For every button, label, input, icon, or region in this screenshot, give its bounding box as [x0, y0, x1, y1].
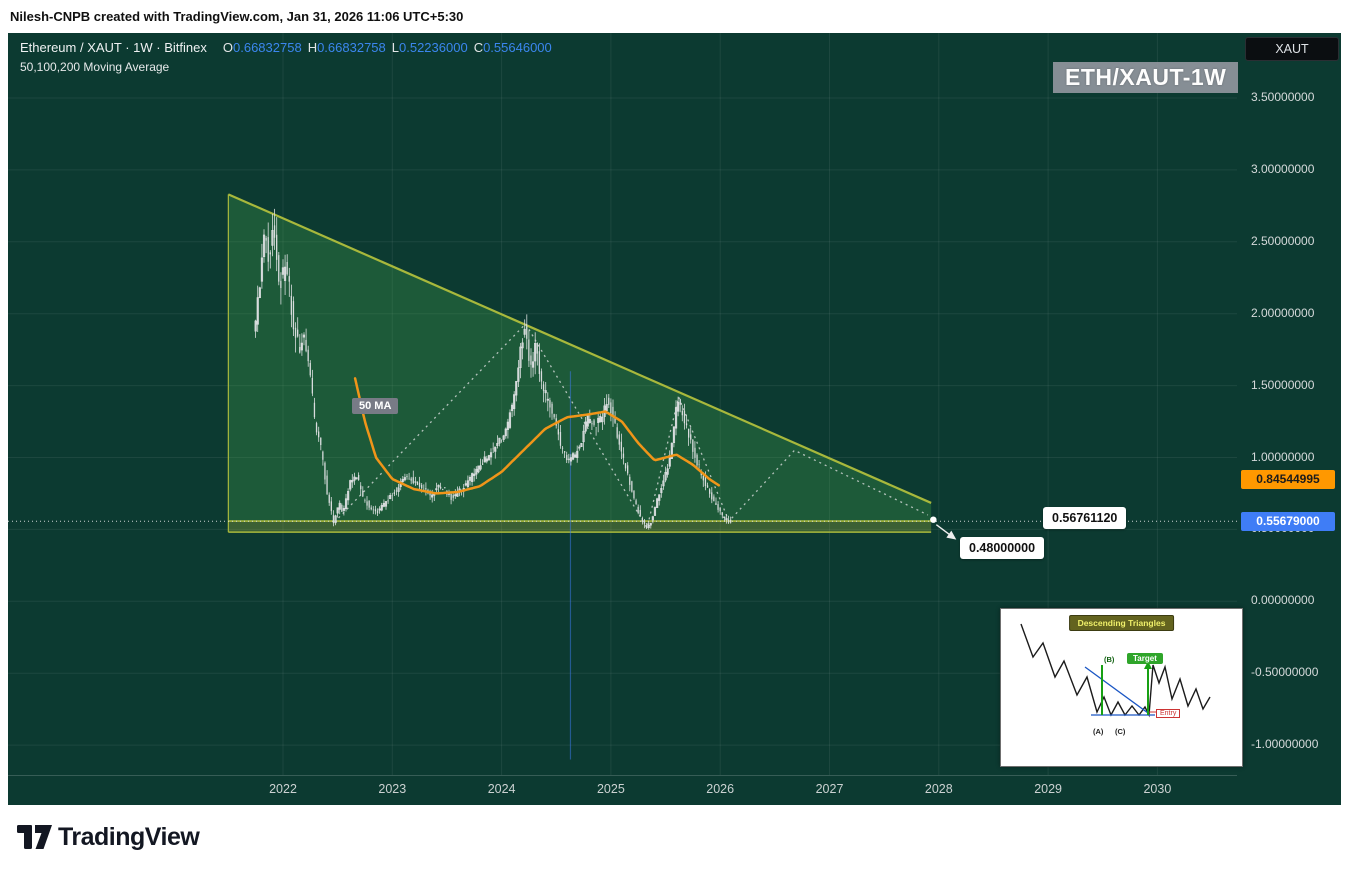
- ohlc-key: L: [391, 40, 399, 55]
- time-axis-border: [8, 775, 1341, 776]
- ma50-tag[interactable]: 50 MA: [352, 398, 399, 414]
- ohlc-value: 0.66832758: [317, 40, 386, 55]
- ohlc-value: 0.66832758: [233, 40, 302, 55]
- inset-entry-label: Entry: [1156, 709, 1181, 718]
- support-price-label[interactable]: 0.48000000: [960, 537, 1045, 559]
- last-price-badge: 0.55679000: [1241, 511, 1335, 531]
- time-axis-year: 2029: [1034, 782, 1062, 796]
- footer: TradingView: [0, 805, 1349, 871]
- time-axis-year: 2025: [597, 782, 625, 796]
- time-axis-year: 2030: [1143, 782, 1171, 796]
- ohlc-value: 0.52236000: [399, 40, 468, 55]
- symbol-watermark: ETH/XAUT-1W: [1053, 62, 1239, 93]
- price-tick: 1.00000000: [1251, 449, 1315, 464]
- inset-target-label: Target: [1127, 653, 1163, 664]
- pattern-inset[interactable]: Descending Triangles Target Entry (A) (B…: [1000, 608, 1243, 767]
- time-axis-year: 2027: [816, 782, 844, 796]
- attribution-bar: Nilesh-CNPB created with TradingView.com…: [0, 0, 1349, 33]
- chart-legend: Ethereum / XAUT · 1W · Bitfinex O0.668327…: [20, 40, 552, 74]
- ohlc-key: O: [222, 40, 233, 55]
- inset-letter-a: (A): [1093, 727, 1104, 736]
- pattern-diagram: [1020, 623, 1211, 718]
- ma-price-badge: 0.84544995: [1241, 470, 1335, 490]
- price-tick: 2.50000000: [1251, 233, 1315, 248]
- time-axis-year: 2026: [706, 782, 734, 796]
- symbol-title[interactable]: Ethereum / XAUT · 1W · Bitfinex: [20, 40, 207, 55]
- ohlc-values: O0.66832758 H0.66832758 L0.52236000 C0.5564…: [217, 40, 552, 55]
- ohlc-key: H: [307, 40, 318, 55]
- time-axis-year: 2028: [925, 782, 953, 796]
- inset-letter-c: (C): [1115, 727, 1126, 736]
- time-axis-year: 2022: [269, 782, 297, 796]
- price-axis[interactable]: 3.50000000 3.00000000 2.50000000 2.00000000…: [1237, 33, 1341, 805]
- symbol-button[interactable]: XAUT: [1245, 37, 1339, 61]
- ma-legend[interactable]: 50,100,200 Moving Average: [20, 60, 170, 74]
- price-tick: -1.00000000: [1251, 737, 1319, 752]
- tradingview-logo-text[interactable]: TradingView: [58, 823, 200, 851]
- ohlc-key: C: [473, 40, 484, 55]
- price-tick: 2.00000000: [1251, 305, 1315, 320]
- time-axis-year: 2024: [488, 782, 516, 796]
- price-tick: 1.50000000: [1251, 377, 1315, 392]
- chart-area[interactable]: 2022 2023 2024 2025 2026 2027 2028 2029 2030 Eth…: [8, 33, 1341, 805]
- target-price-label[interactable]: 0.56761120: [1043, 507, 1127, 529]
- inset-title: Descending Triangles: [1068, 615, 1175, 631]
- ohlc-value: 0.55646000: [483, 40, 552, 55]
- price-chart-canvas[interactable]: 2022 2023 2024 2025 2026 2027 2028 2029 2030: [8, 33, 1237, 805]
- price-tick: -0.50000000: [1251, 665, 1319, 680]
- price-tick: 3.50000000: [1251, 90, 1315, 104]
- time-axis-year: 2023: [378, 782, 406, 796]
- inset-letter-b: (B): [1104, 655, 1115, 664]
- tradingview-logo-icon[interactable]: [16, 822, 54, 852]
- price-tick: 3.00000000: [1251, 161, 1315, 176]
- price-tick: 0.00000000: [1251, 593, 1315, 608]
